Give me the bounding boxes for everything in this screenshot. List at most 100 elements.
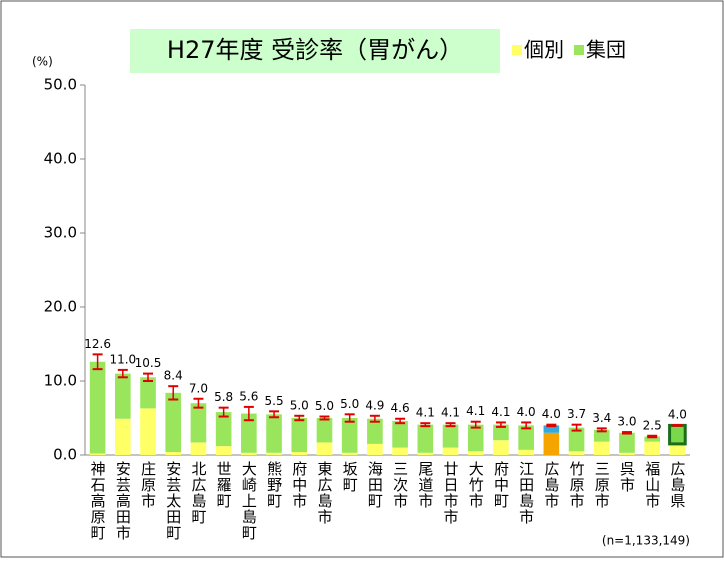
data-label: 3.4 (592, 411, 611, 425)
y-tick-label: 30.0 (44, 224, 77, 242)
legend-swatch (512, 45, 522, 55)
bar-segment (190, 442, 207, 455)
bar-segment (467, 424, 484, 452)
x-tick-label: 神石高原町 (89, 461, 107, 541)
error-bar (369, 414, 380, 423)
bar-segment (493, 440, 509, 455)
bar-segment (593, 429, 610, 442)
bar-segment (341, 418, 358, 453)
x-tick-label: 熊野町 (265, 461, 283, 509)
bar-segment (140, 408, 156, 455)
data-label: 5.0 (340, 397, 359, 411)
data-label: 4.1 (441, 406, 460, 420)
bar-segment (266, 452, 282, 455)
error-bar (168, 385, 179, 401)
data-label: 5.5 (265, 394, 284, 408)
data-label: 5.8 (214, 390, 233, 404)
x-tick-label: 坂町 (341, 461, 359, 493)
bar-segment (518, 425, 534, 450)
bar-segment (467, 451, 484, 455)
x-tick-label: 三原市 (593, 461, 611, 509)
bar-segment (316, 418, 333, 443)
data-label: 5.6 (239, 389, 258, 403)
legend-label: 個別 (524, 38, 564, 62)
data-label: 4.1 (416, 406, 435, 420)
bar-segment (568, 427, 585, 452)
x-tick-label: 府中町 (492, 461, 510, 509)
data-label: 4.0 (517, 405, 536, 419)
y-unit: (%) (32, 55, 53, 69)
bar-segment (669, 443, 686, 455)
data-label: 11.0 (109, 352, 136, 366)
title-box (130, 29, 500, 73)
bar-segment (619, 432, 635, 453)
error-bar (621, 431, 632, 435)
x-tick-label: 三次市 (391, 461, 409, 509)
bar-segment (367, 418, 383, 444)
error-bar (218, 406, 229, 418)
x-tick-label: 世羅町 (215, 461, 233, 509)
bar-segment (644, 436, 661, 442)
x-tick-label: 呉市 (618, 461, 636, 493)
y-tick-label: 40.0 (44, 150, 77, 168)
error-bar (596, 427, 607, 433)
bar-segment (215, 412, 232, 447)
bar-segment (114, 373, 131, 419)
y-tick-label: 10.0 (44, 372, 77, 390)
data-label: 4.9 (365, 398, 384, 412)
data-label: 3.7 (567, 407, 586, 421)
bar-segment (442, 447, 459, 455)
bar-segment (543, 432, 560, 455)
bar-segment (241, 413, 257, 453)
x-tick-label: 江田島市 (517, 461, 535, 525)
error-bar (672, 424, 683, 427)
bar-segment (341, 452, 358, 455)
data-label: 4.1 (466, 404, 485, 418)
bar-segment (114, 418, 131, 455)
x-tick-label: 尾道市 (416, 461, 434, 509)
x-tick-label: 廿日市市 (442, 461, 460, 525)
bar-segment (89, 361, 106, 454)
x-tick-label: 竹原市 (568, 461, 586, 509)
error-bar (143, 372, 154, 382)
x-tick-label: 福山市 (643, 461, 661, 509)
bar-segment (518, 449, 534, 455)
x-tick-label: 広島県 (668, 461, 686, 509)
bar-segment (215, 446, 232, 455)
x-tick-label: 東広島市 (315, 461, 333, 525)
legend: 個別 集団 (512, 38, 626, 62)
error-bar (294, 414, 305, 422)
data-label: 3.0 (617, 415, 636, 429)
legend-swatch (574, 45, 584, 55)
error-bar (546, 423, 557, 428)
y-tick-label: 20.0 (44, 298, 77, 316)
data-label: 10.5 (135, 356, 162, 370)
error-bar (395, 417, 406, 425)
bar-segment (619, 452, 635, 455)
error-bar (571, 423, 582, 432)
bar-segment (165, 392, 182, 453)
chart-title: H27年度 受診率（胃がん） (167, 36, 463, 64)
data-label: 7.0 (189, 381, 208, 395)
data-label: 5.0 (290, 398, 309, 412)
bar-segment (165, 452, 182, 455)
bar-segment (668, 423, 687, 446)
error-bar (445, 422, 456, 428)
error-bar (420, 422, 431, 428)
bar-segment (190, 403, 207, 443)
error-bar (470, 420, 481, 429)
bar-segment (266, 414, 282, 453)
bar-segment (140, 377, 156, 409)
bar-segment (291, 452, 308, 455)
data-label: 4.0 (668, 408, 687, 422)
x-tick-label: 府中市 (290, 461, 308, 509)
x-tick-label: 安芸太田町 (164, 461, 182, 541)
x-tick-label: 安芸高田市 (114, 461, 132, 541)
error-bar (521, 421, 532, 430)
legend-label: 集団 (586, 38, 626, 62)
bar-segment (543, 425, 560, 433)
data-label: 2.5 (643, 418, 662, 432)
bar-segment (89, 453, 106, 455)
